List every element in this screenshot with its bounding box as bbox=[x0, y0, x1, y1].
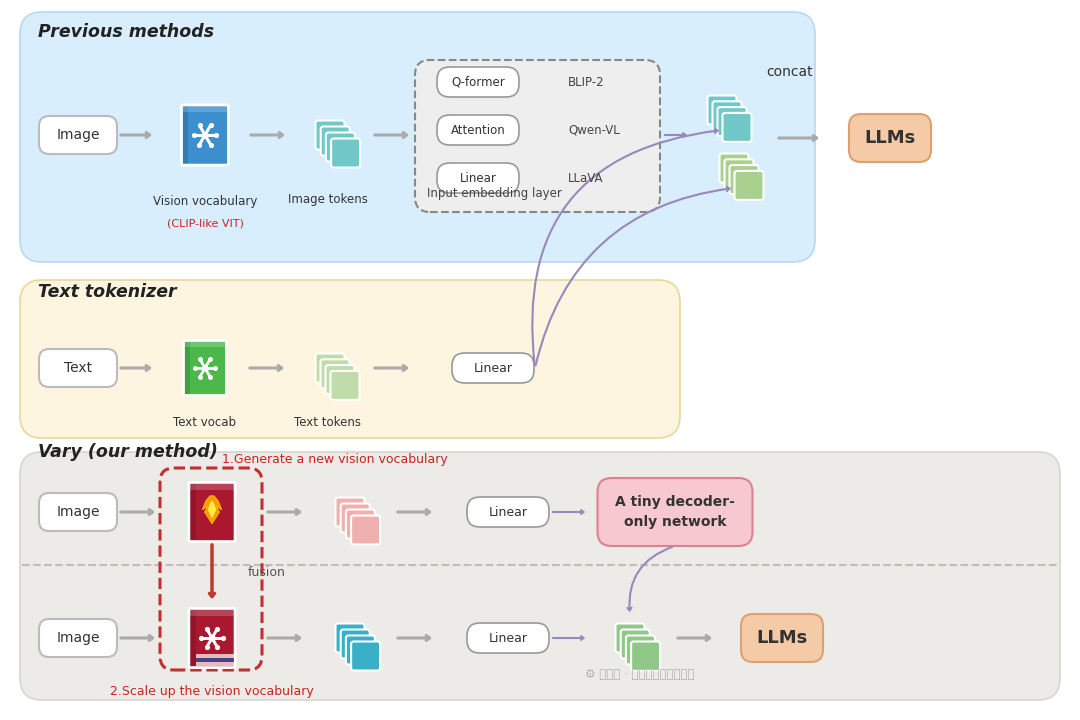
FancyBboxPatch shape bbox=[39, 349, 117, 387]
FancyBboxPatch shape bbox=[467, 497, 549, 527]
FancyBboxPatch shape bbox=[189, 482, 235, 541]
Text: Linear: Linear bbox=[488, 631, 527, 644]
Polygon shape bbox=[202, 496, 221, 524]
FancyBboxPatch shape bbox=[723, 113, 752, 142]
Bar bbox=[190, 610, 233, 616]
Text: Image: Image bbox=[56, 128, 99, 142]
Text: LLMs: LLMs bbox=[864, 129, 916, 147]
Bar bbox=[190, 610, 195, 666]
Bar bbox=[195, 658, 233, 662]
Text: A tiny decoder-
only network: A tiny decoder- only network bbox=[616, 495, 734, 528]
FancyBboxPatch shape bbox=[325, 365, 354, 394]
Bar bbox=[190, 484, 233, 490]
FancyBboxPatch shape bbox=[336, 624, 365, 652]
FancyBboxPatch shape bbox=[616, 624, 645, 652]
FancyBboxPatch shape bbox=[849, 114, 931, 162]
Bar bbox=[183, 107, 188, 163]
FancyBboxPatch shape bbox=[729, 165, 758, 194]
FancyBboxPatch shape bbox=[340, 629, 369, 659]
Text: Image tokens: Image tokens bbox=[288, 194, 368, 207]
Text: Linear: Linear bbox=[488, 505, 527, 518]
FancyBboxPatch shape bbox=[437, 67, 519, 97]
FancyBboxPatch shape bbox=[351, 642, 380, 670]
FancyBboxPatch shape bbox=[315, 354, 345, 382]
FancyBboxPatch shape bbox=[21, 280, 680, 438]
FancyBboxPatch shape bbox=[717, 107, 746, 136]
FancyBboxPatch shape bbox=[734, 171, 764, 200]
FancyBboxPatch shape bbox=[453, 353, 534, 383]
FancyBboxPatch shape bbox=[437, 163, 519, 193]
Text: concat: concat bbox=[767, 65, 813, 79]
FancyBboxPatch shape bbox=[346, 510, 375, 539]
Text: LLaVA: LLaVA bbox=[568, 171, 604, 184]
Bar bbox=[195, 654, 233, 658]
Text: 2.Scale up the vision vocabulary: 2.Scale up the vision vocabulary bbox=[110, 685, 314, 698]
Text: Qwen-VL: Qwen-VL bbox=[568, 124, 620, 137]
Bar bbox=[183, 107, 227, 112]
FancyBboxPatch shape bbox=[21, 452, 1059, 700]
Text: LLMs: LLMs bbox=[756, 629, 808, 647]
FancyBboxPatch shape bbox=[719, 153, 748, 182]
Text: Image: Image bbox=[56, 505, 99, 519]
Text: Linear: Linear bbox=[460, 171, 497, 184]
FancyBboxPatch shape bbox=[184, 341, 227, 395]
FancyBboxPatch shape bbox=[713, 102, 742, 130]
Text: fusion: fusion bbox=[248, 565, 286, 578]
FancyBboxPatch shape bbox=[741, 614, 823, 662]
FancyBboxPatch shape bbox=[626, 636, 654, 665]
Text: ⚙ 公众号 · 大模型自然语言处理: ⚙ 公众号 · 大模型自然语言处理 bbox=[585, 668, 694, 682]
FancyBboxPatch shape bbox=[346, 636, 375, 665]
FancyBboxPatch shape bbox=[340, 503, 369, 533]
Text: Q-former: Q-former bbox=[451, 76, 504, 89]
FancyBboxPatch shape bbox=[321, 359, 350, 388]
Text: Vary (our method): Vary (our method) bbox=[38, 443, 218, 461]
Text: Image: Image bbox=[56, 631, 99, 645]
FancyBboxPatch shape bbox=[707, 96, 737, 125]
Text: Previous methods: Previous methods bbox=[38, 23, 214, 41]
FancyBboxPatch shape bbox=[330, 371, 360, 400]
FancyBboxPatch shape bbox=[336, 498, 365, 526]
Text: Input embedding layer: Input embedding layer bbox=[427, 187, 562, 200]
FancyBboxPatch shape bbox=[631, 642, 660, 670]
Bar bbox=[195, 662, 233, 666]
FancyBboxPatch shape bbox=[39, 116, 117, 154]
FancyBboxPatch shape bbox=[39, 619, 117, 657]
FancyBboxPatch shape bbox=[39, 493, 117, 531]
FancyBboxPatch shape bbox=[597, 478, 753, 546]
Text: Text tokens: Text tokens bbox=[295, 416, 362, 430]
Text: (CLIP-like VIT): (CLIP-like VIT) bbox=[166, 219, 243, 229]
FancyBboxPatch shape bbox=[467, 623, 549, 653]
Text: Vision vocabulary: Vision vocabulary bbox=[152, 196, 257, 209]
FancyBboxPatch shape bbox=[437, 115, 519, 145]
Text: Linear: Linear bbox=[473, 361, 513, 374]
FancyBboxPatch shape bbox=[321, 127, 350, 156]
Bar bbox=[185, 342, 225, 347]
FancyBboxPatch shape bbox=[415, 60, 660, 212]
Text: Attention: Attention bbox=[450, 124, 505, 137]
FancyBboxPatch shape bbox=[181, 105, 229, 165]
Polygon shape bbox=[207, 500, 216, 518]
FancyBboxPatch shape bbox=[621, 629, 650, 659]
Text: Text vocab: Text vocab bbox=[174, 416, 237, 430]
Text: Text tokenizer: Text tokenizer bbox=[38, 283, 177, 301]
Bar bbox=[185, 342, 190, 394]
Bar bbox=[190, 484, 195, 540]
FancyBboxPatch shape bbox=[189, 608, 235, 667]
FancyBboxPatch shape bbox=[332, 138, 360, 168]
Text: BLIP-2: BLIP-2 bbox=[568, 76, 605, 89]
FancyBboxPatch shape bbox=[725, 159, 754, 189]
Text: Text: Text bbox=[64, 361, 92, 375]
Text: 1.Generate a new vision vocabulary: 1.Generate a new vision vocabulary bbox=[222, 454, 448, 467]
FancyBboxPatch shape bbox=[351, 516, 380, 544]
FancyBboxPatch shape bbox=[326, 132, 355, 161]
FancyBboxPatch shape bbox=[21, 12, 815, 262]
FancyBboxPatch shape bbox=[315, 120, 345, 150]
